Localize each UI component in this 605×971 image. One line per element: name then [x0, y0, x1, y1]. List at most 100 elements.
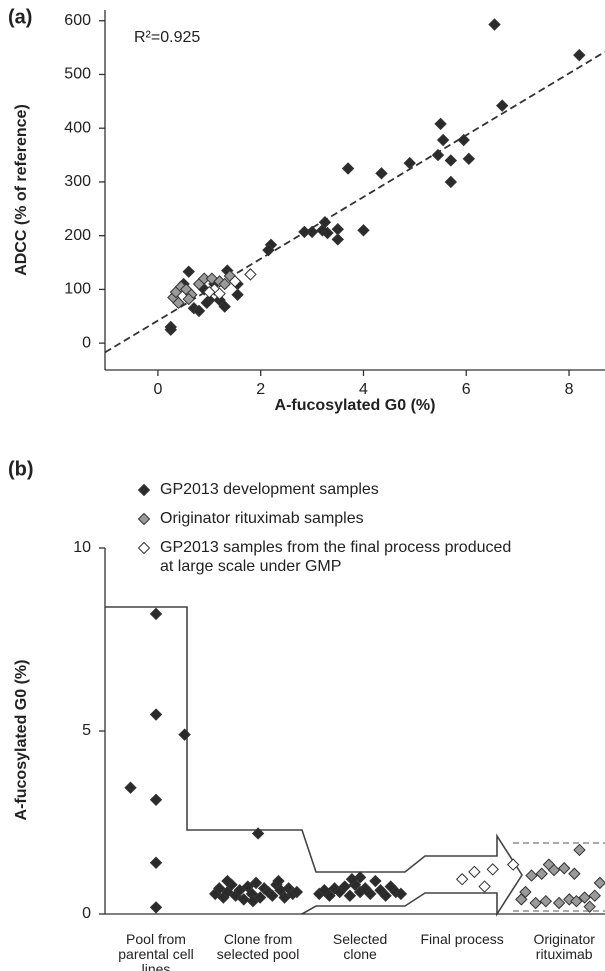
data-point: [364, 887, 377, 901]
data-point: [124, 781, 137, 794]
y-tick-label: 0: [82, 334, 91, 351]
data-point: [244, 268, 257, 281]
x-tick-label: 6: [462, 381, 471, 398]
data-point: [578, 891, 591, 904]
data-point: [221, 874, 234, 888]
data-point: [182, 292, 195, 306]
data-point: [593, 876, 605, 890]
data-point: [343, 889, 357, 902]
data-point: [200, 296, 213, 310]
legend-label: GP2013 development samples: [160, 481, 379, 498]
data-point: [345, 873, 359, 886]
y-tick-label: 600: [64, 12, 91, 29]
x-category-label: Selected clone: [333, 931, 387, 962]
data-point: [149, 607, 163, 621]
x-tick-label: 4: [359, 381, 368, 398]
data-point: [394, 887, 408, 901]
data-point: [164, 323, 177, 336]
legend-label: GP2013 samples from the final process pr…: [160, 539, 511, 575]
y-tick-label: 0: [82, 905, 91, 922]
data-point: [149, 901, 163, 914]
data-point: [331, 223, 344, 236]
data-point: [331, 233, 344, 246]
x-category-label: Clone from selected pool: [217, 931, 300, 962]
data-point: [231, 288, 244, 301]
x-tick-label: 2: [256, 381, 265, 398]
data-point: [444, 154, 458, 167]
legend-marker: [137, 541, 151, 555]
data-point: [272, 874, 285, 888]
legend-marker: [137, 512, 151, 526]
data-point: [539, 894, 553, 908]
data-point: [369, 874, 382, 888]
y-axis-title: A-fucosylated G0 (%): [13, 660, 30, 821]
x-category-label: Final process: [421, 931, 504, 947]
panel-label: (a): [8, 6, 32, 28]
data-point: [213, 287, 226, 300]
y-axis-title: ADCC (% of reference): [13, 104, 30, 276]
data-point: [434, 117, 447, 131]
data-point: [431, 148, 445, 162]
data-point: [557, 862, 571, 875]
data-point: [218, 300, 231, 313]
data-point: [249, 876, 263, 890]
data-point: [213, 882, 226, 895]
data-point: [478, 880, 491, 893]
x-tick-label: 0: [153, 381, 162, 398]
data-point: [172, 296, 185, 310]
y-tick-label: 400: [64, 119, 91, 136]
process-funnel: [105, 606, 523, 917]
legend-marker: [137, 483, 151, 497]
data-point: [535, 867, 548, 880]
data-point: [246, 894, 260, 908]
data-point: [444, 175, 458, 189]
y-tick-label: 5: [82, 722, 91, 739]
y-tick-label: 300: [64, 173, 91, 190]
y-tick-label: 100: [64, 281, 91, 298]
y-tick-label: 200: [64, 227, 91, 244]
data-point: [266, 889, 279, 902]
data-point: [573, 48, 586, 62]
data-point: [278, 891, 291, 904]
data-point: [298, 225, 311, 239]
data-point: [262, 243, 275, 257]
x-category-label: Pool from parental cell lines: [118, 931, 194, 971]
data-point: [357, 224, 370, 237]
annotation: R²=0.925: [134, 29, 200, 46]
data-point: [570, 894, 583, 908]
data-point: [436, 133, 450, 147]
data-point: [338, 880, 352, 893]
data-point: [192, 304, 206, 318]
data-point: [462, 152, 476, 166]
data-point: [178, 728, 191, 741]
data-point: [149, 856, 163, 869]
data-point: [251, 827, 265, 840]
data-point: [403, 156, 416, 170]
x-category-label: Originator rituximab: [533, 931, 595, 962]
data-point: [321, 226, 334, 240]
data-point: [496, 99, 509, 112]
y-tick-label: 10: [73, 539, 91, 556]
data-point: [379, 889, 392, 902]
data-point: [525, 869, 538, 882]
data-point: [547, 863, 561, 877]
data-point: [182, 265, 195, 278]
x-tick-label: 8: [565, 381, 574, 398]
data-point: [149, 793, 163, 807]
data-point: [455, 873, 469, 886]
data-point: [588, 889, 602, 902]
y-tick-label: 500: [64, 66, 91, 83]
data-point: [237, 893, 250, 906]
data-point: [353, 871, 367, 884]
data-point: [486, 863, 499, 876]
data-point: [203, 285, 216, 299]
data-point: [488, 18, 501, 31]
data-point: [519, 885, 532, 899]
data-point: [228, 275, 242, 288]
data-point: [290, 885, 304, 899]
data-point: [457, 133, 470, 147]
data-point: [583, 900, 596, 913]
data-point: [323, 889, 336, 902]
data-point: [529, 896, 542, 910]
